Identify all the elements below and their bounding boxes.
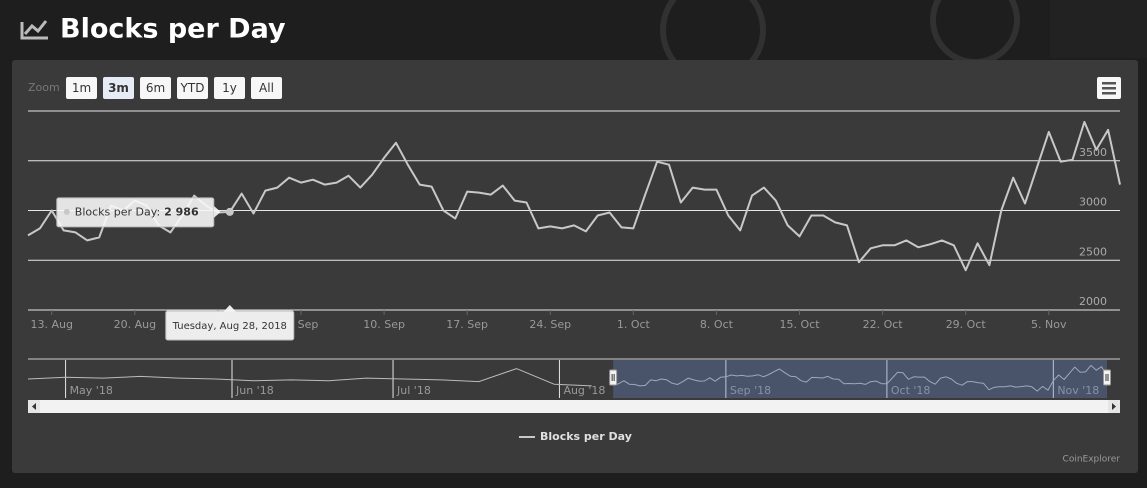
date-tooltip-arrow [223, 305, 236, 312]
menu-bar [1102, 87, 1116, 90]
x-tick-label: 8. Oct [700, 318, 734, 331]
menu-button[interactable] [1097, 77, 1121, 99]
x-tick-label: 13. Aug [30, 318, 72, 331]
zoom-button[interactable] [251, 77, 282, 99]
navigator-tick-label: Aug '18 [563, 384, 605, 397]
x-tick-label: 1. Oct [617, 318, 651, 331]
menu-bar [1102, 82, 1116, 85]
x-tick-label: 22. Oct [863, 318, 904, 331]
navigator-tick-label: Sep '18 [730, 384, 771, 397]
zoom-button-label[interactable]: 1y [222, 81, 237, 95]
hover-point [225, 207, 234, 216]
zoom-buttons: 1m 3m 6m YTD 1y All [66, 77, 282, 99]
zoom-label: Zoom [28, 81, 60, 94]
zoom-button[interactable] [177, 77, 208, 99]
scroll-right-arrow [1112, 403, 1116, 410]
tooltip-label: Blocks per Day: [75, 205, 160, 218]
zoom-button-label[interactable]: All [259, 81, 274, 95]
scrollbar-track[interactable] [28, 400, 1120, 413]
icon-line [23, 20, 48, 35]
scroll-left-arrow [32, 403, 36, 410]
navigator-tick-label: Jul '18 [396, 384, 431, 397]
x-tick-label: 29. Oct [946, 318, 987, 331]
navigator-handle[interactable] [1103, 369, 1111, 386]
header-icon [20, 20, 48, 40]
zoom-button[interactable] [103, 77, 134, 99]
tooltip-symbol [63, 208, 70, 215]
zoom-button[interactable] [140, 77, 171, 99]
navigator-line [27, 368, 592, 387]
scrollbar[interactable] [28, 400, 1120, 413]
navigator-tick-label: Oct '18 [891, 384, 931, 397]
zoom-button-label[interactable]: 1m [72, 81, 91, 95]
x-tick-label: 10. Sep [363, 318, 405, 331]
tooltip-arrow [213, 205, 221, 218]
x-tick-label: 17. Sep [446, 318, 488, 331]
zoom-button[interactable] [66, 77, 97, 99]
navigator-line [612, 364, 1108, 392]
page-title: Blocks per Day [60, 14, 286, 45]
navigator-mask [613, 360, 1107, 398]
icon-axis [20, 22, 48, 40]
zoom-button-label[interactable]: 6m [146, 81, 165, 95]
navigator-tick-label: Nov '18 [1057, 384, 1099, 397]
x-tick-label: 5. Nov [1031, 318, 1067, 331]
zoom-button-label[interactable]: 3m [108, 81, 129, 95]
x-tick-label: 24. Sep [529, 318, 571, 331]
tooltip-text: Blocks per Day: 2 986 [75, 205, 199, 218]
decor [660, 0, 1147, 83]
y-tick-label: 3500 [1079, 146, 1107, 159]
decor-box [1050, 0, 1147, 58]
date-tooltip-text: Tuesday, Aug 28, 2018 [172, 321, 287, 332]
credits: CoinExplorer [1063, 455, 1121, 465]
y-tick-label: 2000 [1079, 295, 1107, 308]
zoom-button[interactable] [214, 77, 245, 99]
zoom-button-label[interactable]: YTD [180, 81, 205, 95]
navigator-handle[interactable] [609, 369, 618, 386]
y-tick-label: 3000 [1079, 196, 1107, 209]
legend-item[interactable]: Blocks per Day [540, 430, 632, 443]
tooltip-value: 2 986 [164, 205, 199, 218]
x-tick-label: 20. Aug [114, 318, 156, 331]
chart-panel [12, 60, 1138, 473]
navigator-tick-label: Jun '18 [235, 384, 274, 397]
y-tick-label: 2500 [1079, 245, 1107, 258]
x-tick-label: 15. Oct [780, 318, 821, 331]
menu-bar [1102, 92, 1116, 95]
overlay: Blocks per Day: 2 986 Tuesday, Aug 28, 201… [56, 197, 295, 341]
navigator-tick-label: May '18 [70, 384, 113, 397]
